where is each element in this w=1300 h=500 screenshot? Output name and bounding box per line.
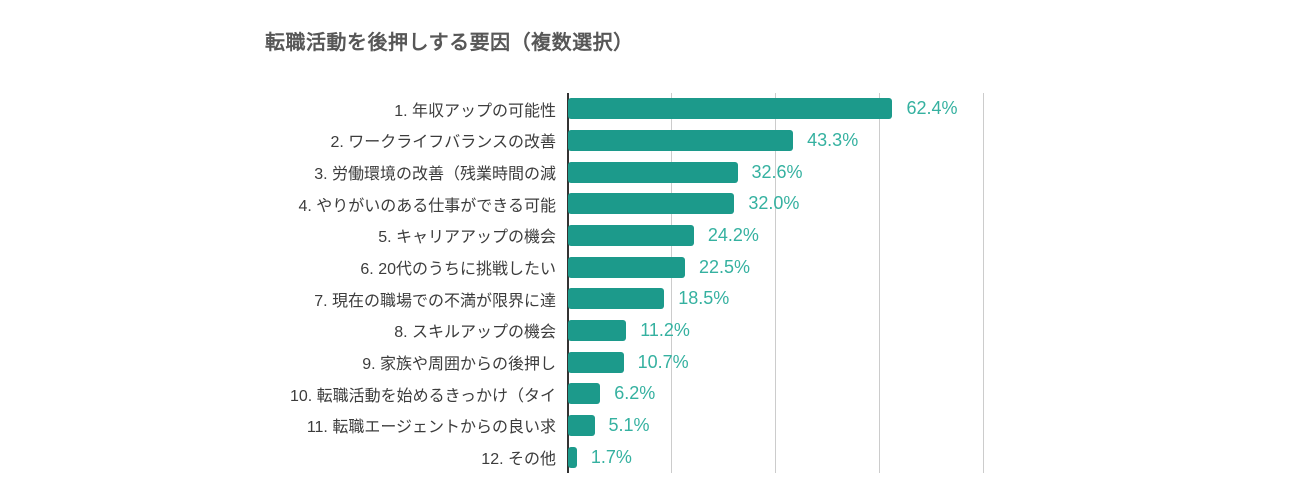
bar <box>568 446 577 468</box>
value-label: 18.5% <box>678 288 730 309</box>
gridline <box>983 93 984 473</box>
category-label: 3. 労働環境の改善（残業時間の減 <box>314 166 556 184</box>
bar <box>568 129 794 151</box>
value-label: 10.7% <box>637 351 689 372</box>
bar-rows: 1. 年収アップの可能性 62.4% 2. ワークライフバランスの改善 43.3% 3.… <box>0 93 1300 473</box>
category-label: 7. 現在の職場での不満が限界に達 <box>314 292 556 310</box>
gridline <box>879 93 880 473</box>
bar-track: 62.4% <box>568 98 1300 120</box>
chart-title: 転職活動を後押しする要因（複数選択） <box>265 32 634 54</box>
bar-row: 1. 年収アップの可能性 62.4% <box>0 93 1300 125</box>
value-label: 32.0% <box>748 193 800 214</box>
bar-chart: 1. 年収アップの可能性 62.4% 2. ワークライフバランスの改善 43.3% 3.… <box>0 93 1300 473</box>
bar-row: 7. 現在の職場での不満が限界に達 18.5% <box>0 283 1300 315</box>
bar-row: 2. ワークライフバランスの改善 43.3% <box>0 125 1300 157</box>
bar <box>568 351 624 373</box>
gridline <box>775 93 776 473</box>
category-label: 5. キャリアアップの機会 <box>378 229 556 247</box>
bar <box>568 288 665 310</box>
value-label: 1.7% <box>590 446 632 467</box>
category-label: 4. やりがいのある仕事ができる可能 <box>298 197 556 215</box>
bar-row: 8. スキルアップの機会 11.2% <box>0 315 1300 347</box>
category-label: 12. その他 <box>481 451 556 469</box>
bar-track: 11.2% <box>568 319 1300 341</box>
value-label: 11.2% <box>640 319 690 340</box>
bar-track: 10.7% <box>568 351 1300 373</box>
bar <box>568 161 738 183</box>
bar <box>568 193 735 215</box>
bar-track: 24.2% <box>568 224 1300 246</box>
bar-row: 3. 労働環境の改善（残業時間の減 32.6% <box>0 156 1300 188</box>
bar-track: 6.2% <box>568 383 1300 405</box>
bar-track: 18.5% <box>568 288 1300 310</box>
value-label: 43.3% <box>807 129 859 150</box>
bar-track: 32.6% <box>568 161 1300 183</box>
bar <box>568 383 601 405</box>
bar <box>568 414 595 436</box>
bar-row: 5. キャリアアップの機会 24.2% <box>0 220 1300 252</box>
bar-row: 12. その他 1.7% <box>0 441 1300 473</box>
bar-track: 1.7% <box>568 446 1300 468</box>
y-axis-line <box>567 93 569 473</box>
bar-row: 11. 転職エージェントからの良い求 5.1% <box>0 410 1300 442</box>
category-label: 1. 年収アップの可能性 <box>394 102 556 120</box>
value-label: 22.5% <box>699 256 751 277</box>
value-label: 5.1% <box>608 414 650 435</box>
bar-row: 4. やりがいのある仕事ができる可能 32.0% <box>0 188 1300 220</box>
category-label: 10. 転職活動を始めるきっかけ（タイ <box>289 387 556 405</box>
bar <box>568 319 627 341</box>
bar-row: 9. 家族や周囲からの後押し 10.7% <box>0 346 1300 378</box>
bar <box>568 224 694 246</box>
bar-track: 22.5% <box>568 256 1300 278</box>
bar-track: 5.1% <box>568 414 1300 436</box>
category-label: 11. 転職エージェントからの良い求 <box>306 419 556 437</box>
bar <box>568 98 893 120</box>
bar-row: 6. 20代のうちに挑戦したい 22.5% <box>0 251 1300 283</box>
value-label: 6.2% <box>614 383 656 404</box>
value-label: 24.2% <box>707 224 759 245</box>
category-label: 2. ワークライフバランスの改善 <box>330 134 556 152</box>
value-label: 62.4% <box>906 98 958 119</box>
bar-track: 43.3% <box>568 129 1300 151</box>
category-label: 6. 20代のうちに挑戦したい <box>360 261 556 279</box>
bar <box>568 256 685 278</box>
category-label: 9. 家族や周囲からの後押し <box>362 356 556 374</box>
value-label: 32.6% <box>751 161 803 182</box>
bar-track: 32.0% <box>568 193 1300 215</box>
gridline <box>671 93 672 473</box>
bar-row: 10. 転職活動を始めるきっかけ（タイ 6.2% <box>0 378 1300 410</box>
category-label: 8. スキルアップの機会 <box>394 324 556 342</box>
